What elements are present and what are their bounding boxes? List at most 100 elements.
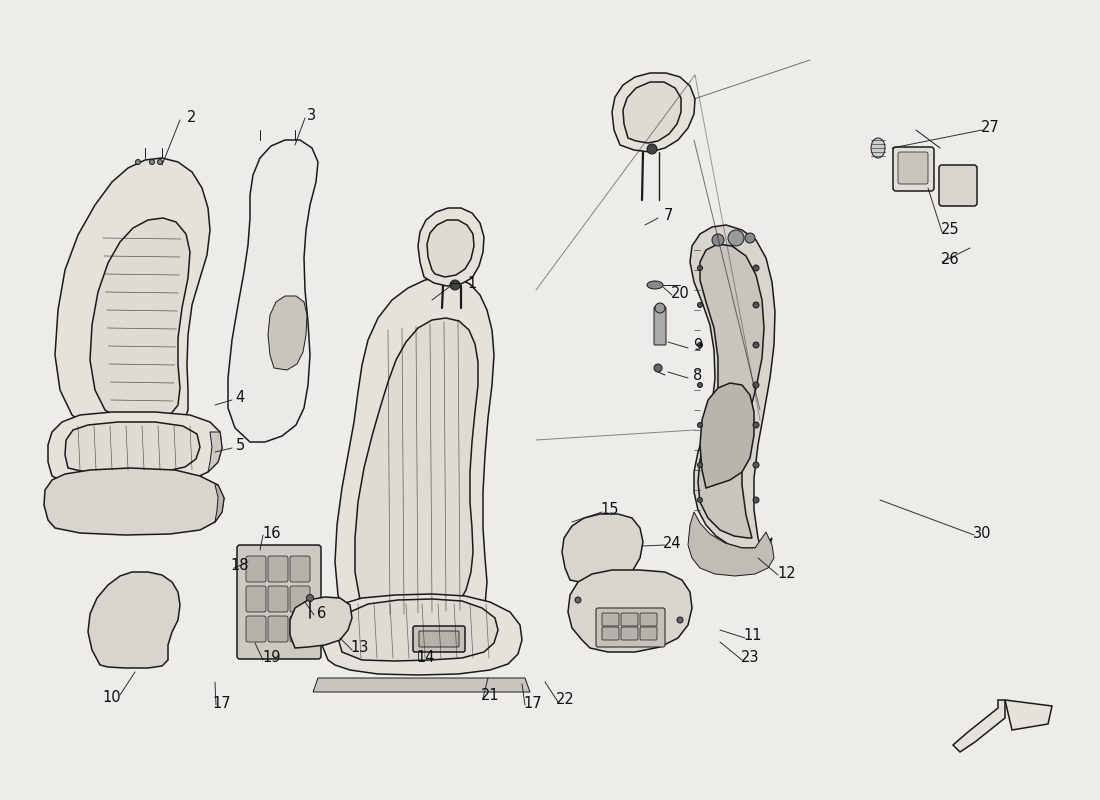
Text: 14: 14	[417, 650, 436, 666]
Circle shape	[754, 342, 759, 348]
Text: 17: 17	[212, 695, 231, 710]
Polygon shape	[322, 594, 522, 675]
FancyBboxPatch shape	[419, 631, 459, 647]
Text: 30: 30	[972, 526, 991, 541]
Polygon shape	[290, 597, 352, 648]
Polygon shape	[268, 296, 307, 370]
Circle shape	[697, 422, 703, 427]
Polygon shape	[418, 208, 484, 286]
Text: 20: 20	[671, 286, 690, 301]
Polygon shape	[700, 383, 754, 488]
Text: 17: 17	[524, 695, 542, 710]
FancyBboxPatch shape	[290, 586, 310, 612]
Polygon shape	[623, 82, 681, 143]
Text: 11: 11	[744, 629, 762, 643]
FancyBboxPatch shape	[268, 586, 288, 612]
Polygon shape	[562, 514, 644, 582]
Text: 12: 12	[778, 566, 796, 581]
Circle shape	[676, 617, 683, 623]
Polygon shape	[688, 512, 774, 576]
Polygon shape	[314, 678, 530, 692]
Text: 27: 27	[980, 121, 1000, 135]
Circle shape	[754, 497, 759, 503]
Ellipse shape	[871, 138, 886, 158]
FancyBboxPatch shape	[412, 626, 465, 652]
Circle shape	[728, 230, 744, 246]
Text: 6: 6	[318, 606, 327, 621]
Circle shape	[697, 302, 703, 307]
FancyBboxPatch shape	[246, 586, 266, 612]
Polygon shape	[44, 468, 224, 535]
Circle shape	[654, 364, 662, 372]
FancyBboxPatch shape	[893, 147, 934, 191]
Polygon shape	[612, 73, 695, 152]
FancyBboxPatch shape	[602, 627, 619, 640]
FancyBboxPatch shape	[236, 545, 321, 659]
FancyBboxPatch shape	[290, 616, 310, 642]
Circle shape	[697, 382, 703, 387]
Circle shape	[745, 233, 755, 243]
FancyBboxPatch shape	[654, 307, 666, 345]
Circle shape	[712, 234, 724, 246]
Text: 9: 9	[693, 338, 703, 354]
Text: 2: 2	[187, 110, 197, 126]
FancyBboxPatch shape	[621, 613, 638, 626]
FancyBboxPatch shape	[268, 556, 288, 582]
FancyBboxPatch shape	[268, 616, 288, 642]
Circle shape	[754, 265, 759, 271]
Ellipse shape	[647, 281, 663, 289]
Circle shape	[647, 144, 657, 154]
Text: 21: 21	[481, 689, 499, 703]
Polygon shape	[1005, 700, 1052, 730]
Text: 25: 25	[940, 222, 959, 238]
Text: 15: 15	[601, 502, 619, 518]
Polygon shape	[48, 412, 222, 483]
Text: 18: 18	[231, 558, 250, 574]
Circle shape	[697, 498, 703, 502]
Text: 1: 1	[468, 275, 476, 290]
Text: 26: 26	[940, 253, 959, 267]
Polygon shape	[336, 277, 494, 644]
Circle shape	[307, 594, 314, 602]
Polygon shape	[690, 225, 776, 560]
Circle shape	[135, 159, 141, 165]
Polygon shape	[698, 244, 764, 538]
FancyBboxPatch shape	[640, 613, 657, 626]
Text: 24: 24	[662, 535, 681, 550]
Text: 22: 22	[556, 693, 574, 707]
Text: 3: 3	[307, 109, 317, 123]
FancyBboxPatch shape	[246, 556, 266, 582]
FancyBboxPatch shape	[939, 165, 977, 206]
Circle shape	[697, 342, 703, 347]
Circle shape	[575, 597, 581, 603]
Text: 5: 5	[235, 438, 244, 454]
Circle shape	[754, 382, 759, 388]
Polygon shape	[427, 220, 474, 277]
Text: 13: 13	[351, 641, 370, 655]
Text: 23: 23	[740, 650, 759, 666]
Polygon shape	[355, 318, 478, 620]
Circle shape	[754, 302, 759, 308]
FancyBboxPatch shape	[621, 627, 638, 640]
FancyBboxPatch shape	[640, 627, 657, 640]
Circle shape	[450, 280, 460, 290]
Polygon shape	[214, 485, 224, 522]
Text: 8: 8	[693, 369, 703, 383]
Text: 16: 16	[263, 526, 282, 541]
Polygon shape	[568, 570, 692, 652]
Polygon shape	[90, 218, 190, 420]
Text: 7: 7	[663, 209, 673, 223]
FancyBboxPatch shape	[602, 613, 619, 626]
FancyBboxPatch shape	[898, 152, 928, 184]
Circle shape	[654, 303, 666, 313]
FancyBboxPatch shape	[246, 616, 266, 642]
FancyBboxPatch shape	[290, 556, 310, 582]
Circle shape	[754, 462, 759, 468]
Text: 10: 10	[102, 690, 121, 705]
Text: 19: 19	[263, 650, 282, 666]
Polygon shape	[55, 158, 210, 437]
Polygon shape	[953, 700, 1005, 752]
Circle shape	[157, 159, 163, 165]
Circle shape	[697, 266, 703, 270]
FancyBboxPatch shape	[596, 608, 666, 647]
